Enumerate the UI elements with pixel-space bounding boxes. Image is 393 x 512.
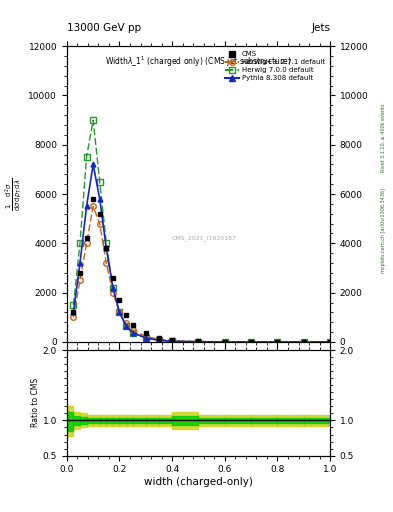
CMS [143, 330, 148, 336]
Herwig 7.0.0 default [97, 179, 102, 185]
Text: Width$\lambda\_1^1$ (charged only) (CMS jet substructure): Width$\lambda\_1^1$ (charged only) (CMS … [105, 55, 292, 69]
CMS [124, 312, 129, 318]
Herwig++ 2.7.1 default [275, 339, 280, 345]
Line: Herwig++ 2.7.1 default: Herwig++ 2.7.1 default [73, 206, 330, 342]
Y-axis label: $\frac{1}{\mathrm{d}\sigma}\frac{\mathrm{d}^2\sigma}{\mathrm{d}p_T\,\mathrm{d}\l: $\frac{1}{\mathrm{d}\sigma}\frac{\mathrm… [4, 178, 24, 210]
Pythia 8.308 default [124, 323, 129, 329]
CMS [275, 339, 280, 345]
Herwig++ 2.7.1 default [71, 314, 76, 321]
Pythia 8.308 default [328, 339, 332, 345]
CMS [156, 334, 162, 340]
CMS [104, 245, 108, 251]
Herwig 7.0.0 default [117, 309, 122, 315]
Herwig 7.0.0 default [301, 339, 306, 345]
Herwig 7.0.0 default [124, 323, 129, 329]
CMS [130, 322, 135, 328]
Herwig 7.0.0 default [156, 337, 162, 344]
Text: Jets: Jets [311, 23, 330, 33]
Herwig 7.0.0 default [249, 339, 253, 345]
Herwig 7.0.0 default [78, 240, 83, 246]
Pythia 8.308 default [196, 338, 201, 345]
Herwig 7.0.0 default [91, 117, 95, 123]
Pythia 8.308 default [91, 161, 95, 167]
Pythia 8.308 default [84, 203, 89, 209]
Herwig++ 2.7.1 default [170, 337, 174, 344]
Pythia 8.308 default [104, 245, 108, 251]
CMS [84, 236, 89, 242]
Herwig++ 2.7.1 default [249, 339, 253, 345]
Pythia 8.308 default [110, 285, 115, 291]
Herwig++ 2.7.1 default [156, 336, 162, 343]
Pythia 8.308 default [78, 260, 83, 266]
Line: Herwig 7.0.0 default: Herwig 7.0.0 default [73, 120, 330, 342]
Herwig++ 2.7.1 default [91, 203, 95, 209]
Herwig 7.0.0 default [275, 339, 280, 345]
CMS [170, 337, 174, 343]
Pythia 8.308 default [71, 309, 76, 315]
Pythia 8.308 default [275, 339, 280, 345]
CMS [71, 309, 76, 315]
Y-axis label: Ratio to CMS: Ratio to CMS [31, 378, 40, 428]
CMS [249, 339, 253, 345]
Herwig++ 2.7.1 default [328, 339, 332, 345]
CMS [97, 210, 102, 217]
CMS [110, 275, 115, 281]
Text: 13000 GeV pp: 13000 GeV pp [67, 23, 141, 33]
Herwig 7.0.0 default [170, 338, 174, 344]
Pythia 8.308 default [301, 339, 306, 345]
Herwig 7.0.0 default [143, 335, 148, 341]
Herwig++ 2.7.1 default [110, 290, 115, 296]
Herwig++ 2.7.1 default [84, 240, 89, 246]
Pythia 8.308 default [170, 338, 174, 344]
X-axis label: width (charged-only): width (charged-only) [144, 477, 253, 487]
Pythia 8.308 default [143, 335, 148, 341]
Text: CMS_2021_I1920187: CMS_2021_I1920187 [171, 236, 236, 241]
Text: mcplots.cern.ch [arXiv:1306.3436]: mcplots.cern.ch [arXiv:1306.3436] [381, 188, 386, 273]
Herwig++ 2.7.1 default [222, 339, 227, 345]
Pythia 8.308 default [117, 309, 122, 315]
CMS [91, 196, 95, 202]
Herwig 7.0.0 default [196, 338, 201, 345]
Herwig++ 2.7.1 default [301, 339, 306, 345]
Text: Rivet 3.1.10, ≥ 400k events: Rivet 3.1.10, ≥ 400k events [381, 104, 386, 173]
CMS [117, 297, 122, 303]
Herwig 7.0.0 default [71, 302, 76, 308]
CMS [78, 270, 83, 276]
Herwig++ 2.7.1 default [130, 327, 135, 333]
Pythia 8.308 default [249, 339, 253, 345]
Line: CMS: CMS [71, 197, 332, 345]
Herwig++ 2.7.1 default [78, 278, 83, 284]
Herwig 7.0.0 default [328, 339, 332, 345]
CMS [301, 339, 306, 345]
Herwig++ 2.7.1 default [196, 338, 201, 345]
Herwig++ 2.7.1 default [124, 321, 129, 327]
Pythia 8.308 default [222, 339, 227, 345]
CMS [328, 339, 332, 345]
Legend: CMS, Herwig++ 2.7.1 default, Herwig 7.0.0 default, Pythia 8.308 default: CMS, Herwig++ 2.7.1 default, Herwig 7.0.… [224, 50, 327, 82]
Herwig 7.0.0 default [104, 240, 108, 246]
Pythia 8.308 default [156, 337, 162, 344]
Herwig 7.0.0 default [130, 330, 135, 336]
CMS [222, 338, 227, 345]
Pythia 8.308 default [97, 196, 102, 202]
Herwig++ 2.7.1 default [143, 333, 148, 339]
Line: Pythia 8.308 default: Pythia 8.308 default [71, 162, 332, 345]
Herwig 7.0.0 default [84, 154, 89, 160]
Herwig++ 2.7.1 default [117, 309, 122, 315]
Herwig++ 2.7.1 default [97, 221, 102, 227]
Pythia 8.308 default [130, 330, 135, 336]
CMS [196, 338, 201, 344]
Herwig 7.0.0 default [222, 339, 227, 345]
Herwig++ 2.7.1 default [104, 260, 108, 266]
Herwig 7.0.0 default [110, 285, 115, 291]
